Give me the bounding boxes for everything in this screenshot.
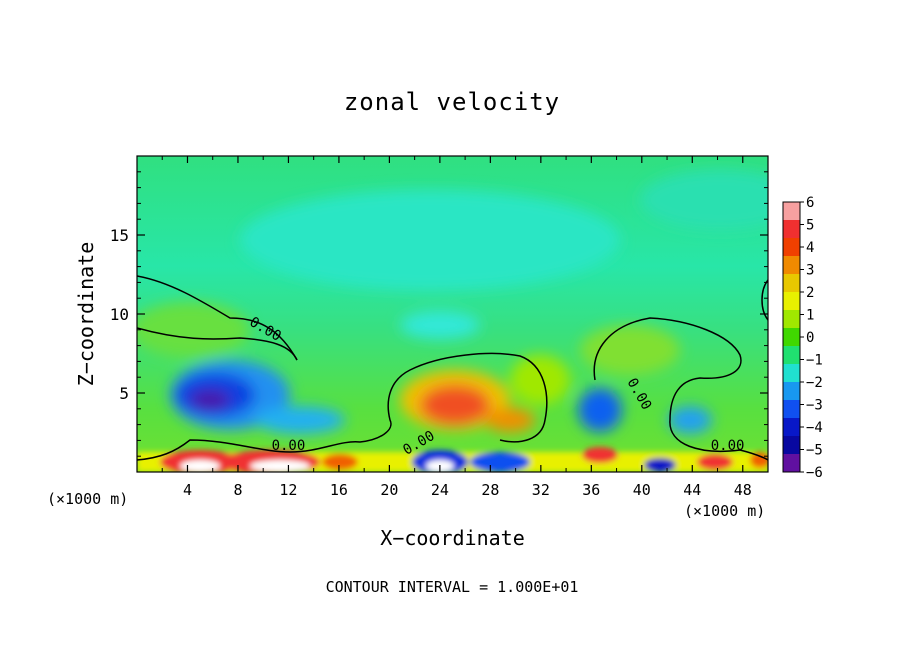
contour-label: 0.00 (272, 438, 306, 454)
contour-label: 0.00 (400, 428, 437, 459)
x-tick-label: 40 (633, 481, 651, 499)
colorbar-label: 5 (806, 218, 814, 234)
colorbar-swatch (783, 454, 800, 473)
colorbar-swatch (783, 220, 800, 239)
colorbar-swatch (783, 238, 800, 257)
colorbar-swatch (783, 418, 800, 437)
x-tick-label: 48 (734, 481, 752, 499)
colorbar-swatch (783, 382, 800, 401)
x-tick-label: 4 (183, 481, 192, 499)
colorbar-swatch (783, 292, 800, 311)
x-tick-label: 12 (279, 481, 297, 499)
colorbar-swatch (783, 274, 800, 293)
contour-label: 0.00 (624, 376, 655, 413)
colorbar-label: 1 (806, 308, 814, 324)
x-tick-label: 8 (233, 481, 242, 499)
colorbar-label: −2 (806, 375, 823, 391)
x-tick-label: 44 (683, 481, 701, 499)
contour-interval-note: CONTOUR INTERVAL = 1.000E+01 (325, 578, 579, 596)
colorbar-label: 2 (806, 285, 814, 301)
x-tick-label: 32 (532, 481, 550, 499)
colorbar-label: −4 (806, 420, 823, 436)
colorbar-label: 6 (806, 195, 814, 211)
x-unit-label-left: (×1000 m) (47, 490, 129, 508)
colorbar-label: 3 (806, 263, 814, 279)
contour-label: 0.00 (247, 314, 284, 345)
colorbar-label: −6 (806, 465, 823, 481)
x-unit-label-right: (×1000 m) (684, 502, 766, 520)
chart-title: zonal velocity (343, 88, 561, 116)
y-axis-label: Z−coordinate (74, 241, 98, 387)
colorbar-label: 4 (806, 240, 814, 256)
colorbar-swatch (783, 364, 800, 383)
x-tick-label: 24 (431, 481, 449, 499)
colorbar-swatch (783, 328, 800, 347)
y-tick-label: 15 (110, 226, 129, 245)
colorbar-swatch (783, 256, 800, 275)
x-tick-label: 20 (380, 481, 398, 499)
colorbar-frame (782, 201, 801, 473)
heatmap-field (137, 156, 768, 472)
colorbar-swatch (783, 436, 800, 455)
x-tick-label: 16 (330, 481, 348, 499)
plot-frame (136, 155, 769, 473)
y-tick-label: 10 (110, 305, 129, 324)
contour-label: 0.00 (711, 438, 745, 454)
colorbar-label: −5 (806, 443, 823, 459)
x-tick-label: 28 (481, 481, 499, 499)
colorbar-swatch (783, 310, 800, 329)
colorbar-label: −3 (806, 398, 823, 414)
x-axis-label: X−coordinate (380, 526, 525, 550)
colorbar-label: −1 (806, 353, 823, 369)
x-tick-label: 36 (582, 481, 600, 499)
colorbar-swatch (783, 400, 800, 419)
colorbar-swatch (783, 202, 800, 221)
colorbar-swatch (783, 346, 800, 365)
y-tick-label: 5 (119, 384, 129, 403)
colorbar-label: 0 (806, 330, 814, 346)
